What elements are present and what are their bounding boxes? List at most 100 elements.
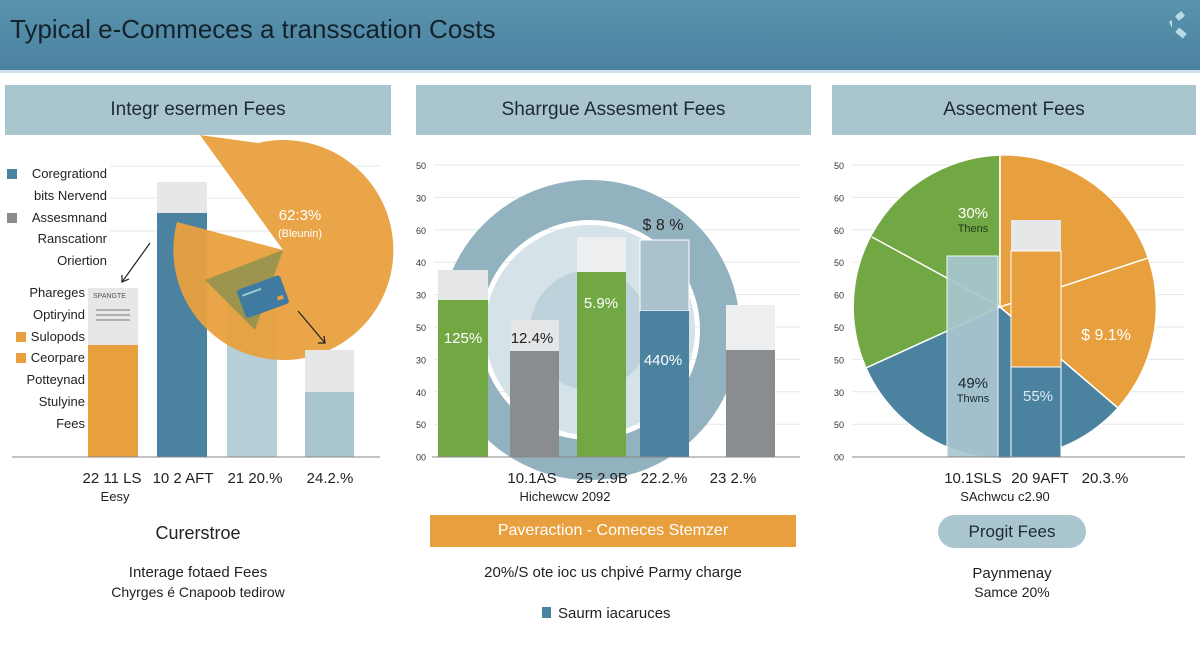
x-label: 20 9AFT xyxy=(1011,470,1069,487)
y-tick-label: 30 xyxy=(834,388,844,398)
bar-2-doc xyxy=(157,182,207,213)
legend-swatch xyxy=(542,607,551,618)
y-tick-label: 40 xyxy=(416,388,426,398)
y-tick-label: 30 xyxy=(416,355,426,365)
bar-4-doc xyxy=(305,350,354,392)
pie-orange xyxy=(173,135,394,361)
bar-1 xyxy=(438,300,488,457)
y-tick-label: 60 xyxy=(416,226,426,236)
doc-label: SPANGTE xyxy=(93,293,126,300)
x-label: 10.1SLS xyxy=(944,470,1002,487)
slice-label: 49% xyxy=(958,375,988,392)
panel1-chart: SPANGTE 62:3% (Bleunin) xyxy=(12,135,394,458)
bar-5 xyxy=(726,350,775,457)
x-label: 21 20.% xyxy=(227,470,283,487)
legend-label: Saurm iacaruces xyxy=(558,605,671,622)
y-tick-label: 50 xyxy=(834,323,844,333)
legend-item: Ranscationr xyxy=(37,231,107,247)
x-label: 22.2.% xyxy=(640,470,688,487)
bar-4 xyxy=(305,392,354,457)
legend-item: Phareges xyxy=(29,285,85,300)
legend-swatch xyxy=(7,169,17,179)
pie-sub-label: (Bleunin) xyxy=(278,228,322,240)
x-label: 24.2.% xyxy=(306,470,354,487)
legend-item: Stulyine xyxy=(38,394,85,409)
y-tick-label: 00 xyxy=(834,453,844,463)
panel1-header: Integr esermen Fees xyxy=(5,85,391,135)
panel3-chart: 30% Thens $ 9.1% 49% Thwns 55% 50 60 60 50 6… xyxy=(834,154,1185,463)
y-tick-label: 50 xyxy=(834,355,844,365)
legend-item: Coregrationd xyxy=(31,166,107,181)
y-tick-label: 50 xyxy=(416,161,426,171)
y-tick-label: 50 xyxy=(416,420,426,430)
caption-line: Chyrges é Cnapoob tedirow xyxy=(111,584,285,600)
bar-label: 440% xyxy=(644,352,682,369)
legend-item: bits Nervend xyxy=(34,187,107,203)
slice-label: 30% xyxy=(958,205,988,222)
legend-item: Fees xyxy=(56,415,85,431)
logo-icon xyxy=(1169,11,1187,39)
arrow-icons xyxy=(121,242,326,344)
x-sub-label: Hichewcw 2092 xyxy=(519,489,611,504)
x-label: 10.1AS xyxy=(507,470,557,487)
panel2-header: Sharrgue Assesment Fees xyxy=(416,85,811,135)
bar-1-doc xyxy=(88,288,138,345)
y-tick-label: 00 xyxy=(416,453,426,463)
panel3-header: Assecment Fees xyxy=(832,85,1196,135)
legend-swatch xyxy=(16,331,26,342)
x-sub-label: Eesy xyxy=(100,489,130,504)
x-label: 20.3.% xyxy=(1081,470,1129,487)
y-tick-label: 50 xyxy=(834,420,844,430)
y-tick-label: 40 xyxy=(416,258,426,268)
legend-item: Optiryind xyxy=(32,306,85,322)
legend-swatch xyxy=(16,353,26,364)
slice-sub: Thens xyxy=(958,223,989,235)
bar-4 xyxy=(640,311,689,457)
y-tick-label: 60 xyxy=(834,193,844,203)
legend-item: Potteynad xyxy=(26,372,85,388)
x-sub-label: SAchwcu c2.90 xyxy=(960,489,1050,504)
bar-3 xyxy=(1010,366,1062,458)
slice-label: $ 9.1% xyxy=(1081,327,1131,344)
legend-item: Ceorpare xyxy=(30,350,85,366)
banner-button[interactable]: Paveraction - Comeces Stemzer xyxy=(430,515,796,547)
pie-value-label: 62:3% xyxy=(279,207,322,224)
legend-item: Assesmnand xyxy=(31,209,107,225)
x-label: 10 2 AFT xyxy=(152,470,214,487)
caption-line: Interage fotaed Fees xyxy=(128,564,268,581)
x-label: 23 2.% xyxy=(709,470,757,487)
top-label: $ 8 % xyxy=(643,217,684,234)
y-tick-label: 50 xyxy=(834,258,844,268)
page-title: Typical e-Commeces a transscation Costs xyxy=(10,14,496,44)
caption-title: Curerstroe xyxy=(155,523,241,543)
bar-2 xyxy=(510,351,559,457)
header-bar: Typical e-Commeces a transscation Costs xyxy=(0,0,1200,73)
bar-label: 125% xyxy=(444,330,482,347)
legend-item: Sulopods xyxy=(30,328,85,344)
legend-swatch xyxy=(7,212,17,223)
y-tick-label: 50 xyxy=(834,161,844,171)
y-tick-label: 30 xyxy=(416,291,426,301)
bar-2 xyxy=(1010,250,1062,368)
bar-label: 12.4% xyxy=(511,330,554,347)
bar-3 xyxy=(577,272,626,457)
bar-label: 5.9% xyxy=(584,295,618,312)
caption-line: 20%/S ote ioc us chpivé Parmy charge xyxy=(484,564,742,581)
caption-line: Samce 20% xyxy=(974,584,1050,600)
credit-card-icon xyxy=(237,275,289,318)
y-tick-label: 60 xyxy=(834,291,844,301)
bar-1 xyxy=(88,345,138,457)
progit-fees-button[interactable]: Progit Fees xyxy=(938,515,1086,548)
bar-1 xyxy=(946,255,999,458)
y-tick-label: 50 xyxy=(416,323,426,333)
y-tick-label: 30 xyxy=(416,193,426,203)
slice-label: 55% xyxy=(1023,388,1053,405)
x-label: 25 2.9B xyxy=(576,470,628,487)
x-label: 22 11 LS xyxy=(82,470,142,487)
caption-line: Paynmenay xyxy=(972,565,1052,582)
panel2-chart: 125% 12.4% 5.9% 440% $ 8 % 50 30 60 40 30 50 3… xyxy=(416,161,800,480)
slice-sub: Thwns xyxy=(957,393,990,405)
y-tick-label: 60 xyxy=(834,226,844,236)
legend-item: Oriertion xyxy=(57,253,107,269)
